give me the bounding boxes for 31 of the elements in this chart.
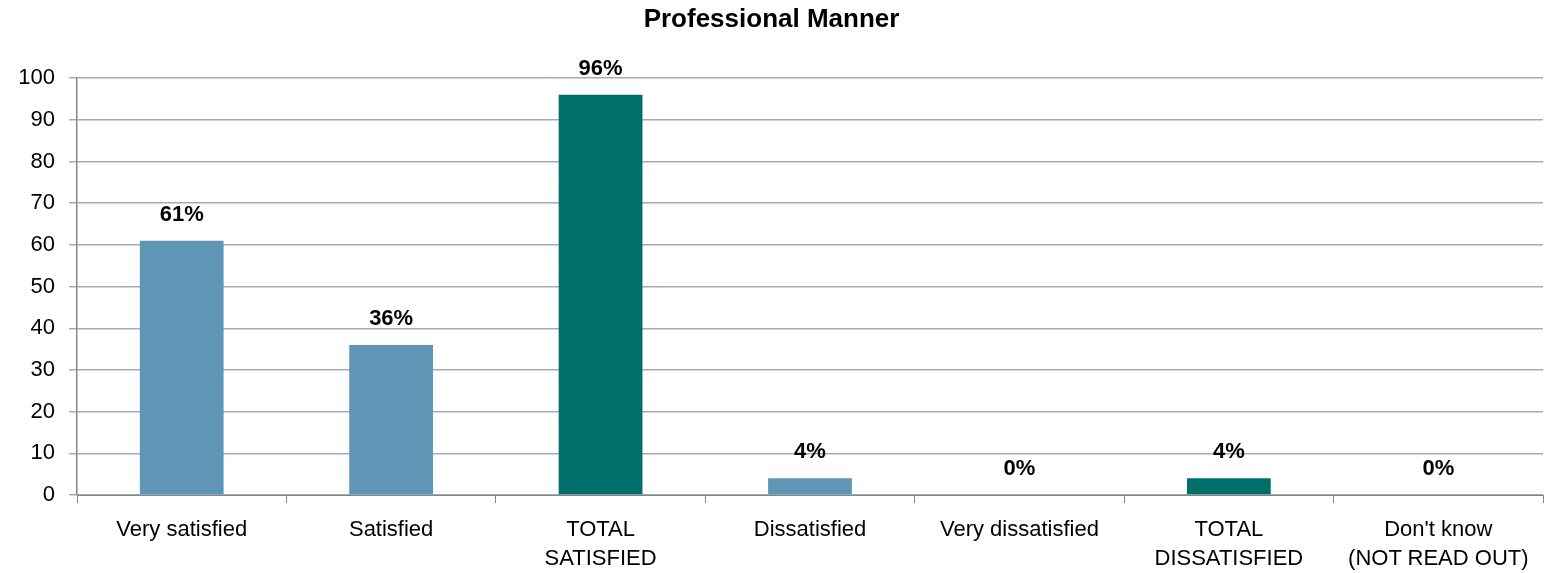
bar bbox=[558, 94, 643, 495]
y-tick-label: 100 bbox=[18, 64, 55, 90]
x-tick-label: Don't know (NOT READ OUT) bbox=[1348, 516, 1529, 570]
data-label: 61% bbox=[159, 200, 204, 226]
y-tick-label: 60 bbox=[30, 230, 55, 256]
data-label: 0% bbox=[1422, 455, 1455, 481]
data-label: 4% bbox=[1212, 438, 1245, 464]
data-label: 4% bbox=[794, 438, 826, 464]
x-tick-label: Very dissatisfied bbox=[939, 516, 1099, 542]
chart-title: Professional Manner bbox=[643, 2, 900, 33]
data-label: 36% bbox=[369, 305, 414, 331]
y-tick-label: 10 bbox=[30, 439, 55, 465]
bar bbox=[349, 344, 434, 495]
bar bbox=[1186, 478, 1271, 495]
y-tick-label: 20 bbox=[30, 397, 55, 423]
y-tick-label: 50 bbox=[30, 272, 55, 298]
bar bbox=[768, 478, 852, 495]
data-label: 96% bbox=[578, 54, 623, 80]
y-tick-label: 80 bbox=[30, 147, 55, 173]
x-tick-label: Very satisfied bbox=[116, 516, 248, 542]
y-tick-label: 40 bbox=[30, 314, 55, 340]
y-tick-label: 30 bbox=[30, 356, 55, 382]
y-tick-label: 90 bbox=[30, 105, 55, 131]
x-tick-label: Dissatisfied bbox=[753, 516, 867, 542]
bar bbox=[139, 240, 224, 495]
data-label: 0% bbox=[1003, 455, 1036, 481]
x-tick-label: TOTAL SATISFIED bbox=[544, 516, 657, 570]
x-tick-label: TOTAL DISSATISFIED bbox=[1154, 516, 1304, 570]
y-tick-label: 70 bbox=[30, 189, 55, 215]
x-tick-label: Satisfied bbox=[348, 516, 434, 542]
y-tick-label: 0 bbox=[42, 481, 55, 507]
